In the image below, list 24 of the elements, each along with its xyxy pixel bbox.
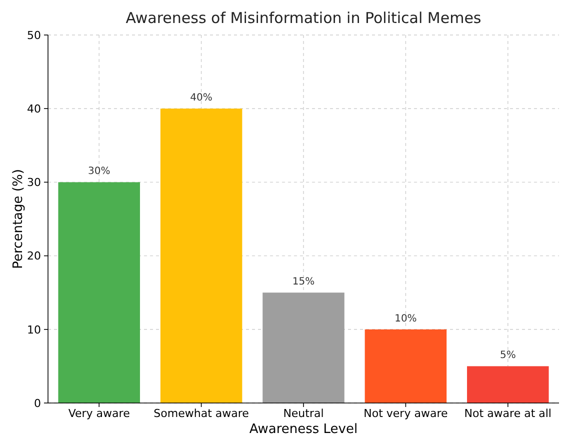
x-axis-title: Awareness Level: [249, 422, 358, 436]
data-label: 10%: [394, 313, 417, 324]
x-tick-label: Very aware: [68, 407, 130, 420]
bar: [160, 108, 242, 403]
y-tick-label: 50: [27, 28, 41, 42]
chart-title: Awareness of Misinformation in Political Memes: [126, 9, 482, 27]
bar: [364, 329, 447, 403]
data-label: 40%: [190, 92, 212, 104]
x-tick-label: Not aware at all: [464, 407, 552, 420]
x-tick-label: Somewhat aware: [154, 407, 250, 420]
bar: [467, 366, 549, 403]
bar: [262, 292, 344, 403]
data-label: 30%: [88, 166, 110, 178]
y-tick-label: 0: [34, 396, 41, 410]
y-tick-label: 30: [27, 176, 41, 190]
y-tick-label: 40: [27, 102, 41, 116]
data-label: 5%: [500, 350, 516, 362]
x-tick-label: Not very aware: [364, 407, 448, 420]
y-tick-label: 20: [27, 250, 41, 263]
y-tick-label: 10: [27, 323, 41, 336]
data-label: 15%: [292, 276, 315, 288]
x-tick-label: Neutral: [283, 407, 324, 420]
y-axis-title: Percentage (%): [11, 169, 26, 269]
bar: [58, 182, 140, 403]
